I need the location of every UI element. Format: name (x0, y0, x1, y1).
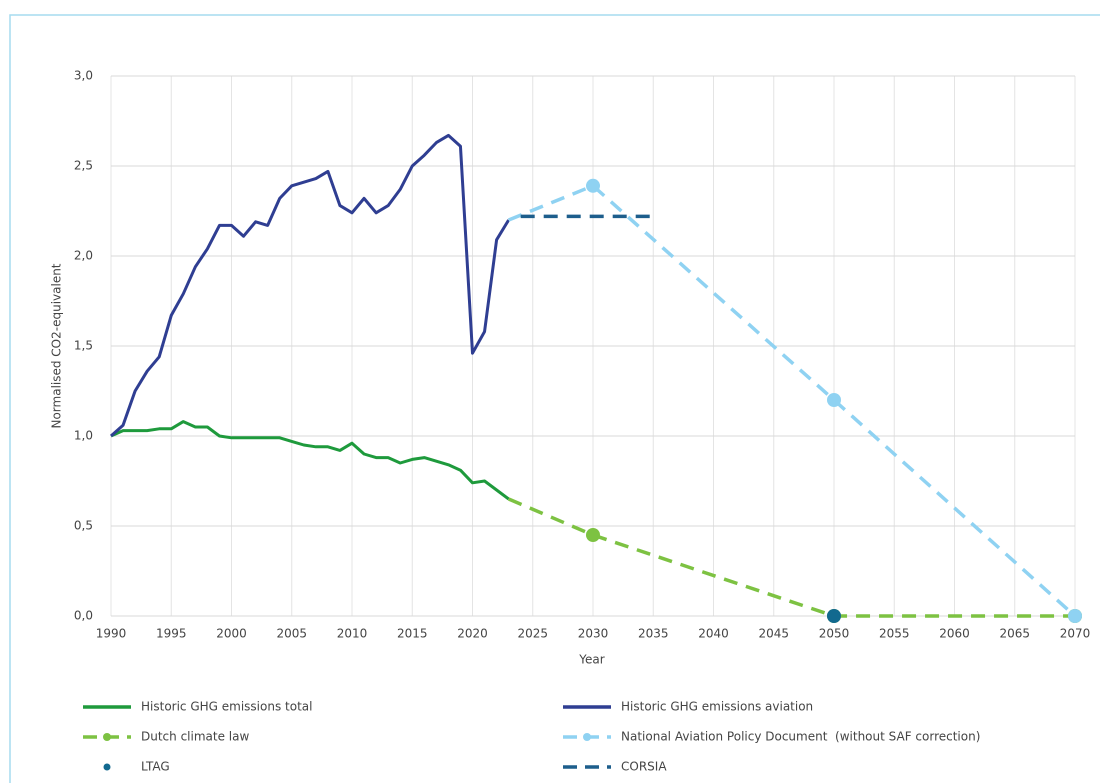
x-tick-label: 2025 (517, 627, 548, 641)
legend-label: Dutch climate law (141, 730, 249, 744)
series-line (507, 184, 1077, 618)
y-tick-label: 3,0 (74, 69, 93, 83)
x-tick-label: 2035 (638, 627, 669, 641)
x-tick-label: 2065 (999, 627, 1030, 641)
legend-marker (103, 763, 111, 771)
x-tick-label: 2045 (758, 627, 789, 641)
series-marker (586, 528, 600, 542)
y-tick-label: 2,0 (74, 249, 93, 263)
x-tick-label: 2050 (819, 627, 850, 641)
x-tick-label: 2020 (457, 627, 488, 641)
series-line (109, 133, 510, 438)
y-tick-label: 1,0 (74, 429, 93, 443)
legend-label: Historic GHG emissions total (141, 700, 312, 714)
legend-marker (583, 733, 591, 741)
x-tick-label: 2015 (397, 627, 428, 641)
x-tick-label: 2060 (939, 627, 970, 641)
series-marker (1068, 609, 1082, 623)
x-tick-label: 2005 (276, 627, 307, 641)
x-tick-label: 2000 (216, 627, 247, 641)
y-tick-label: 0,0 (74, 609, 93, 623)
legend-label: CORSIA (621, 760, 667, 774)
y-tick-label: 0,5 (74, 519, 93, 533)
x-tick-label: 2040 (698, 627, 729, 641)
y-tick-label: 2,5 (74, 159, 93, 173)
x-axis-label: Year (578, 653, 604, 667)
x-tick-label: 2010 (337, 627, 368, 641)
legend-marker (103, 733, 111, 741)
series-marker (827, 393, 841, 407)
series-marker (827, 609, 841, 623)
legend-label: LTAG (141, 760, 170, 774)
series-line (507, 497, 1075, 618)
x-tick-label: 1995 (156, 627, 187, 641)
legend-label: Historic GHG emissions aviation (621, 700, 813, 714)
y-tick-label: 1,5 (74, 339, 93, 353)
frame (9, 14, 1100, 783)
series-marker (586, 178, 600, 193)
x-tick-label: 2030 (578, 627, 609, 641)
x-tick-label: 2070 (1060, 627, 1091, 641)
series-line (110, 420, 510, 501)
x-tick-label: 1990 (96, 627, 127, 641)
legend-label: National Aviation Policy Document (witho… (621, 730, 980, 744)
x-tick-label: 2055 (879, 627, 910, 641)
y-axis-label: Normalised CO2-equivalent (50, 263, 64, 428)
